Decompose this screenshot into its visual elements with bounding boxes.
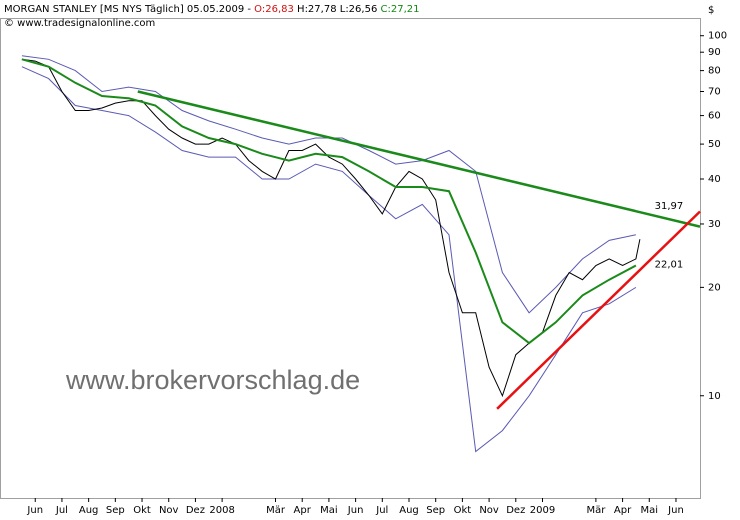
title: MORGAN STANLEY [MS NYS Täglich] 05.05.20… <box>4 4 254 15</box>
y-tick-label: 100 <box>708 31 727 42</box>
x-tick-label: Jun <box>667 505 684 516</box>
x-tick-label: Okt <box>133 505 151 516</box>
x-tick-label: Dez <box>506 505 525 516</box>
price-line <box>21 58 641 398</box>
x-tick-label: Mär <box>266 505 286 516</box>
y-tick-label: 50 <box>708 139 721 150</box>
price-line <box>496 210 701 410</box>
x-tick-label: Jun <box>26 505 43 516</box>
y-tick-label: 30 <box>708 219 721 230</box>
x-tick-label: Aug <box>399 505 419 516</box>
x-tick-label: Apr <box>294 505 312 516</box>
price-line <box>137 90 701 228</box>
y-tick-label: 70 <box>708 86 721 97</box>
x-tick-label: Okt <box>454 505 472 516</box>
price-line <box>21 66 637 453</box>
x-tick-label: Nov <box>479 505 499 516</box>
chart-title: MORGAN STANLEY [MS NYS Täglich] 05.05.20… <box>4 4 419 15</box>
y-tick-label: 60 <box>708 111 721 122</box>
y-tick-label: 20 <box>708 282 721 293</box>
annotation: 31,97 <box>655 201 684 212</box>
x-tick-label: Mär <box>586 505 606 516</box>
x-tick-label: Dez <box>186 505 205 516</box>
watermark: www.brokervorschlag.de <box>65 365 360 395</box>
y-tick-label: 90 <box>708 47 721 58</box>
y-tick-label: 40 <box>708 174 721 185</box>
quote-high-low: H:27,78 L:26,56 <box>297 4 377 15</box>
y-tick-label: 80 <box>708 66 721 77</box>
x-tick-label: Jun <box>347 505 364 516</box>
price-line <box>21 58 637 345</box>
quote-open: O:26,83 <box>254 4 294 15</box>
x-tick-label: 2008 <box>209 505 234 516</box>
x-tick-label: Mai <box>320 505 338 516</box>
x-tick-label: Aug <box>79 505 99 516</box>
y-tick-label: 10 <box>708 391 721 402</box>
x-tick-label: Apr <box>614 505 632 516</box>
annotation: 22,01 <box>655 259 684 270</box>
quote-close: C:27,21 <box>381 4 420 15</box>
x-tick-label: Mai <box>641 505 659 516</box>
source: © www.tradesignalonline.com <box>4 18 155 29</box>
x-tick-label: Nov <box>159 505 179 516</box>
x-tick-label: Sep <box>426 505 445 516</box>
currency: $ <box>708 5 714 16</box>
x-tick-label: 2009 <box>530 505 555 516</box>
x-tick-label: Jul <box>375 505 388 516</box>
x-tick-label: Sep <box>106 505 125 516</box>
x-tick-label: Jul <box>55 505 68 516</box>
